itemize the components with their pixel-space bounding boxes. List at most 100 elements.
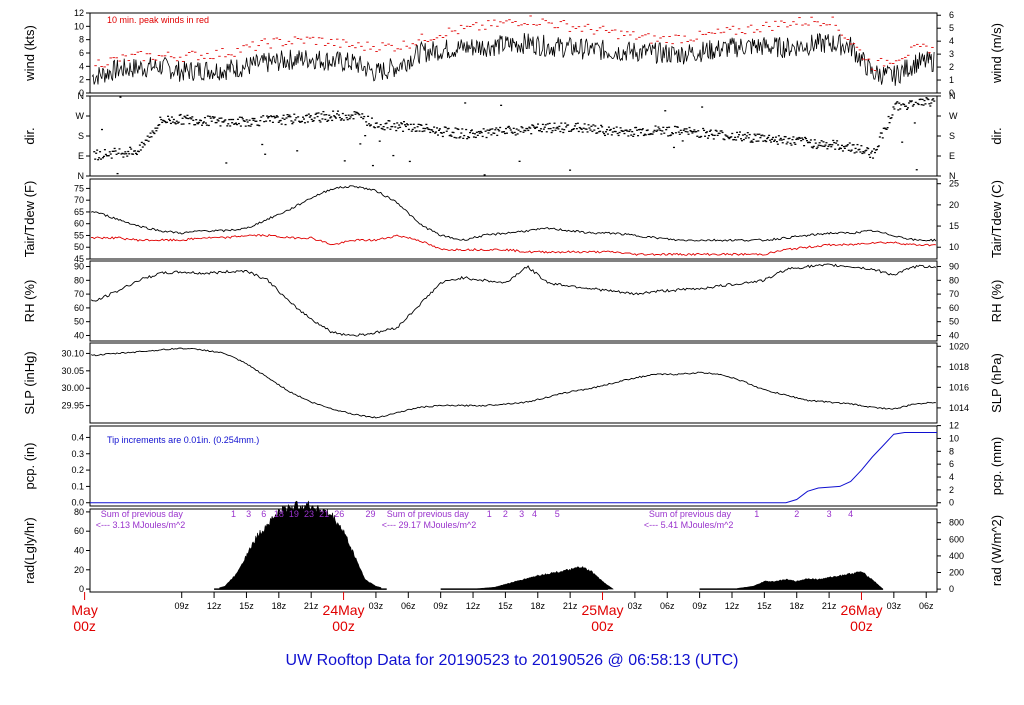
rad-sum-label: Sum of previous day bbox=[101, 509, 184, 519]
panel-pcp: 0.0 0.1 0.2 0.3 0.4 0 2 4 6 8 10 12 pcp. (in) pcp. (m… bbox=[22, 421, 1004, 508]
hour-tick-label: 09z bbox=[174, 601, 189, 611]
temp-right-tick-label: 25 bbox=[949, 179, 959, 189]
hour-tick-label: 21z bbox=[822, 601, 837, 611]
day-label: 24May bbox=[323, 602, 365, 618]
hour-tick-label: 03z bbox=[887, 601, 902, 611]
rad-left-tick-label: 80 bbox=[74, 507, 84, 517]
rad-day-digit: 1 bbox=[231, 509, 236, 519]
rad-day-digit: 1 bbox=[754, 509, 759, 519]
rad-day-digit: 2 bbox=[794, 509, 799, 519]
rh-frame bbox=[89, 260, 938, 342]
slp-left-tick-label: 30.10 bbox=[61, 348, 84, 358]
wind-left-tick-label: 2 bbox=[79, 75, 84, 85]
day-sublabel: 00z bbox=[332, 618, 355, 634]
wind-right-tick-label: 0 bbox=[949, 88, 954, 98]
dir-right-tick-label: N bbox=[949, 171, 956, 181]
rad-ylabel-right: rad (W/m^2) bbox=[989, 515, 1004, 586]
hour-tick-label: 06z bbox=[919, 601, 934, 611]
pcp-left-tick-label: 0.2 bbox=[71, 465, 84, 475]
pcp-right-tick-label: 12 bbox=[949, 421, 959, 431]
dir-right-tick-label: E bbox=[949, 151, 955, 161]
rad-day-digit: 4 bbox=[848, 509, 853, 519]
hour-tick-label: 15z bbox=[239, 601, 254, 611]
day-label: 26May bbox=[840, 602, 882, 618]
wind-note: 10 min. peak winds in red bbox=[107, 15, 209, 25]
dir-frame bbox=[89, 95, 938, 177]
temp-ylabel-right: Tair/Tdew (C) bbox=[989, 180, 1004, 258]
temp-right-tick-label: 15 bbox=[949, 221, 959, 231]
rh-left-tick-label: 80 bbox=[74, 275, 84, 285]
wind-frame bbox=[89, 12, 938, 94]
day-label: May bbox=[71, 602, 97, 618]
rad-left-tick-label: 60 bbox=[74, 526, 84, 536]
rad-day-digit: 1 bbox=[487, 509, 492, 519]
temp-left-tick-label: 45 bbox=[74, 254, 84, 264]
rad-left-tick-label: 40 bbox=[74, 546, 84, 556]
dir-left-tick-label: E bbox=[78, 151, 84, 161]
rad-sum-value: <--- 3.13 MJoules/m^2 bbox=[96, 520, 186, 530]
rad-right-tick-label: 600 bbox=[949, 534, 964, 544]
dir-ylabel-right: dir. bbox=[989, 127, 1004, 144]
temp-left-tick-label: 65 bbox=[74, 207, 84, 217]
temp-right-tick-label: 20 bbox=[949, 200, 959, 210]
hour-tick-label: 18z bbox=[789, 601, 804, 611]
wind-left-tick-label: 0 bbox=[79, 88, 84, 98]
rh-right-tick-label: 50 bbox=[949, 317, 959, 327]
rh-ylabel-left: RH (%) bbox=[22, 280, 37, 323]
rh_pct-line bbox=[90, 263, 937, 337]
rad-day-digit: 3 bbox=[519, 509, 524, 519]
slp-right-tick-label: 1016 bbox=[949, 382, 969, 392]
rad-day-digit: 4 bbox=[532, 509, 537, 519]
rad-sum-value: <--- 29.17 MJoules/m^2 bbox=[382, 520, 477, 530]
hour-tick-label: 15z bbox=[757, 601, 772, 611]
rad-area bbox=[219, 500, 382, 590]
temp-left-tick-label: 50 bbox=[74, 242, 84, 252]
rad-day-digit: 29 bbox=[366, 509, 376, 519]
slp-left-tick-label: 29.95 bbox=[61, 401, 84, 411]
pcp-frame bbox=[89, 425, 938, 507]
rh-right-tick-label: 60 bbox=[949, 303, 959, 313]
temp-left-tick-label: 55 bbox=[74, 230, 84, 240]
wind-ylabel-right: wind (m/s) bbox=[989, 23, 1004, 84]
rad-left-tick-label: 20 bbox=[74, 565, 84, 575]
temp-ylabel-left: Tair/Tdew (F) bbox=[22, 181, 37, 258]
hour-tick-label: 12z bbox=[466, 601, 481, 611]
dir-right-tick-label: S bbox=[949, 131, 955, 141]
hour-tick-label: 15z bbox=[498, 601, 513, 611]
pcp-left-tick-label: 0.1 bbox=[71, 481, 84, 491]
tdew_f-line bbox=[91, 234, 936, 256]
rad-sum-label: Sum of previous day bbox=[387, 509, 470, 519]
dir-ylabel-left: dir. bbox=[22, 127, 37, 144]
rad-right-tick-label: 800 bbox=[949, 518, 964, 528]
rh-right-tick-label: 70 bbox=[949, 289, 959, 299]
rad-day-digit: 23 bbox=[304, 509, 314, 519]
pcp-ylabel-left: pcp. (in) bbox=[22, 443, 37, 490]
slp-ylabel-left: SLP (inHg) bbox=[22, 351, 37, 414]
rh-right-tick-label: 40 bbox=[949, 330, 959, 340]
hour-tick-label: 03z bbox=[628, 601, 643, 611]
tair_f-line bbox=[90, 185, 937, 242]
rad-day-digit: 6 bbox=[261, 509, 266, 519]
rad-sum-value: <--- 5.41 MJoules/m^2 bbox=[644, 520, 734, 530]
hour-tick-label: 03z bbox=[369, 601, 384, 611]
temp-left-tick-label: 70 bbox=[74, 195, 84, 205]
rad-day-digit: 19 bbox=[289, 509, 299, 519]
hour-tick-label: 09z bbox=[692, 601, 707, 611]
pcp-right-tick-label: 2 bbox=[949, 485, 954, 495]
slp-right-tick-label: 1020 bbox=[949, 341, 969, 351]
pcp-left-tick-label: 0.3 bbox=[71, 449, 84, 459]
wind-left-tick-label: 10 bbox=[74, 21, 84, 31]
rad-day-digit: 18 bbox=[274, 509, 284, 519]
wind-right-tick-label: 3 bbox=[949, 49, 954, 59]
slp-right-tick-label: 1014 bbox=[949, 403, 969, 413]
pcp-right-tick-label: 10 bbox=[949, 433, 959, 443]
wind-ylabel-left: wind (kts) bbox=[22, 25, 37, 82]
day-sublabel: 00z bbox=[73, 618, 96, 634]
hour-tick-label: 21z bbox=[563, 601, 578, 611]
temp-right-tick-label: 10 bbox=[949, 242, 959, 252]
temp-left-tick-label: 60 bbox=[74, 219, 84, 229]
